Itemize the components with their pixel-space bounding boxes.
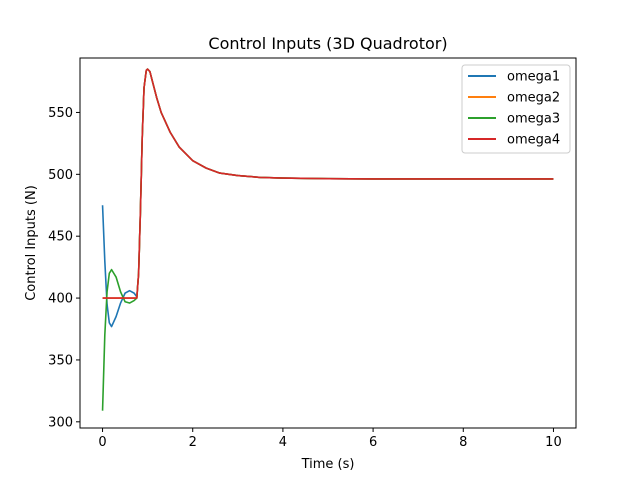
legend-label-omega4: omega4 <box>507 133 560 148</box>
series-layer <box>101 68 554 411</box>
legend-label-omega3: omega3 <box>507 112 560 127</box>
x-tick-label: 6 <box>369 435 377 450</box>
x-tick-label: 0 <box>98 435 106 450</box>
plot-area-frame <box>79 57 577 429</box>
x-tick-label: 10 <box>545 435 562 450</box>
y-tick-label: 350 <box>48 353 73 368</box>
y-tick-label: 400 <box>48 292 73 307</box>
x-tick-label: 8 <box>459 435 467 450</box>
y-axis-label: Control Inputs (N) <box>24 185 39 301</box>
legend-frame <box>461 64 571 154</box>
y-tick-label: 550 <box>48 106 73 121</box>
y-tick-label: 450 <box>48 230 73 245</box>
x-tick-label: 2 <box>189 435 197 450</box>
legend-label-omega1: omega1 <box>507 70 560 85</box>
legend-label-omega2: omega2 <box>507 91 560 106</box>
ticks-layer: 0 2 4 6 8 10 300 350 400 450 500 550 <box>48 106 562 450</box>
x-axis-label: Time (s) <box>301 457 355 472</box>
y-tick-label: 500 <box>48 168 73 183</box>
legend: omega1 omega2 omega3 omega4 <box>461 64 571 154</box>
chart-title: Control Inputs (3D Quadrotor) <box>208 34 447 53</box>
y-tick-label: 300 <box>48 415 73 430</box>
x-tick-label: 4 <box>279 435 287 450</box>
series-line-omega4 <box>102 68 554 299</box>
